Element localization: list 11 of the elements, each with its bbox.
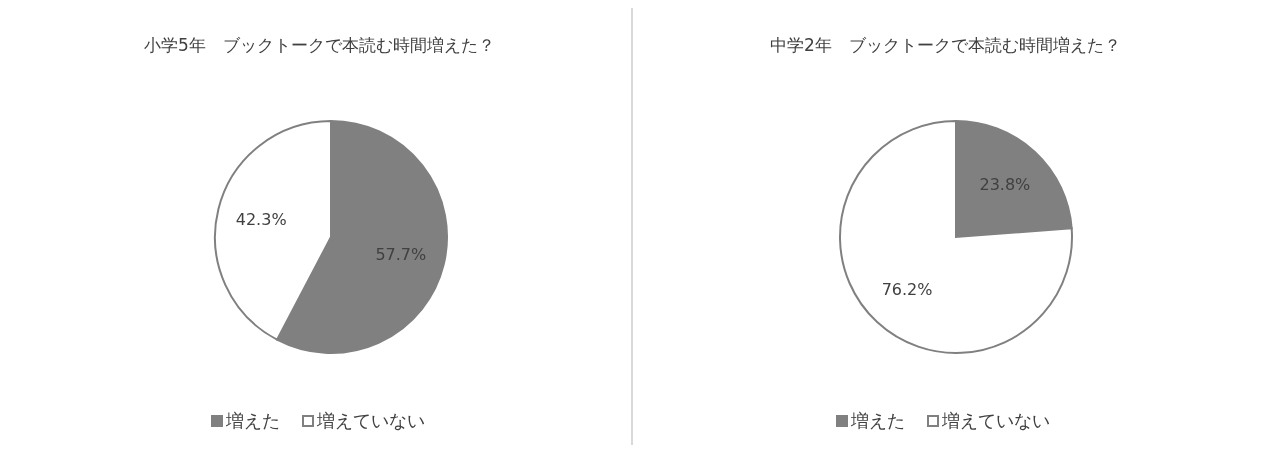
- legend-label: 増えた: [850, 409, 905, 433]
- data-label: 76.2%: [881, 280, 933, 300]
- pie-slice: [839, 120, 1073, 354]
- data-label: 42.3%: [235, 210, 287, 230]
- data-label: 57.7%: [375, 244, 427, 264]
- legend-label: 増えた: [225, 409, 280, 433]
- data-label: 23.8%: [979, 174, 1031, 194]
- legend-label: 増えていない: [316, 409, 425, 433]
- legend-label: 増えていない: [941, 409, 1050, 433]
- chart-title: 中学2年 ブックトークで本読む時間増えた？: [769, 34, 1122, 57]
- chart-title: 小学5年 ブックトークで本読む時間増えた？: [143, 34, 496, 57]
